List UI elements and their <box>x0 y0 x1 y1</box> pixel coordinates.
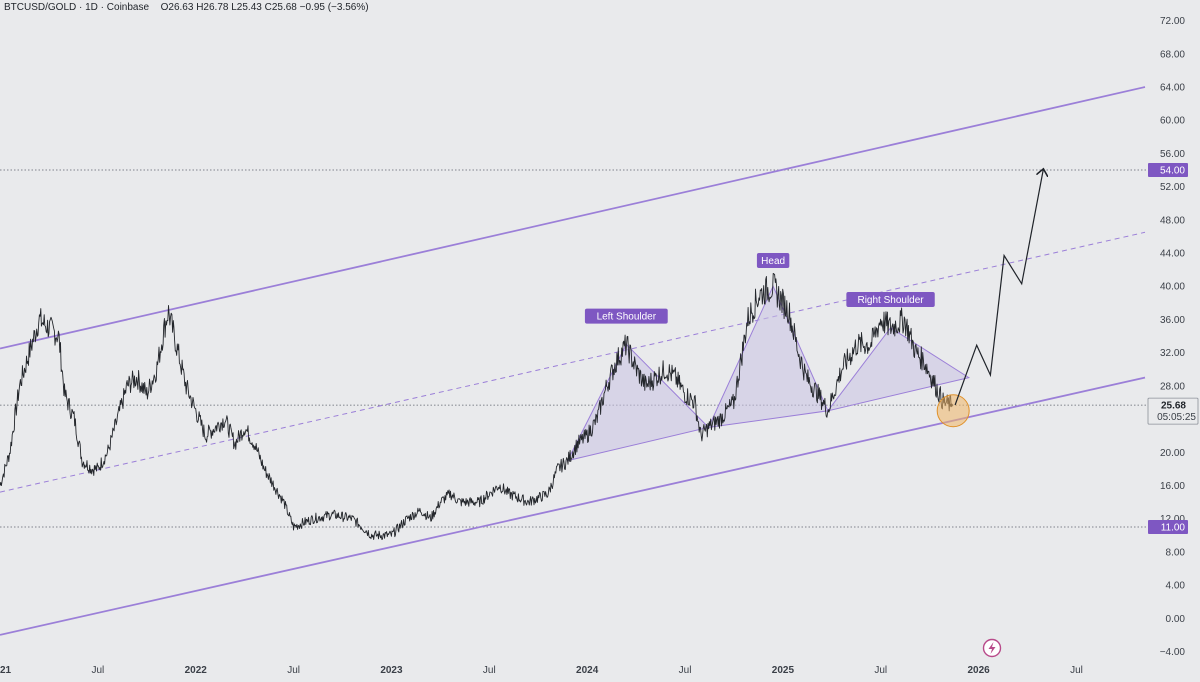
right-shoulder-label-bg <box>846 292 935 308</box>
channel-median-line[interactable] <box>0 231 1146 493</box>
open-value: O26.63 <box>160 2 194 13</box>
price-tick-label: 56.00 <box>1160 149 1185 160</box>
current-price-tag-bg <box>1147 397 1199 425</box>
current-price-text: 25.68 <box>1161 401 1186 412</box>
target-price-tag: 54.00 <box>1148 163 1188 178</box>
time-axis: 2021 Jul 2022 Jul 2023 Jul 2024 Jul 2025 Jul 2026 J… <box>0 665 1083 676</box>
left-shoulder-label-bg <box>584 308 668 324</box>
head-label: Head <box>756 252 790 268</box>
price-tick-label: 64.00 <box>1160 83 1185 94</box>
price-tick-label: 16.00 <box>1160 481 1185 492</box>
pattern-labels: Left Shoulder Head Right Shoulder <box>584 252 935 324</box>
price-tick-label: 72.00 <box>1160 16 1185 27</box>
head-and-shoulders-pattern[interactable] <box>566 284 971 462</box>
date-tick-label: 2022 <box>185 665 208 676</box>
right-shoulder-label: Right Shoulder <box>846 292 935 308</box>
price-tick-label: 4.00 <box>1166 581 1186 592</box>
support-price-tag-bg <box>1148 519 1188 534</box>
price-tick-label: 20.00 <box>1160 448 1185 459</box>
price-tick-label: 68.00 <box>1160 49 1185 60</box>
channel-upper-line[interactable] <box>0 86 1146 350</box>
head-label-bg <box>756 252 790 268</box>
date-tick-label: 2026 <box>968 665 991 676</box>
price-tick-label: 12.00 <box>1160 514 1185 525</box>
projection-arrow[interactable] <box>954 170 1043 406</box>
date-tick-label: Jul <box>679 665 692 676</box>
price-tick-label: 44.00 <box>1160 249 1185 260</box>
left-shoulder-region[interactable] <box>566 343 710 462</box>
date-tick-label: 2024 <box>576 665 599 676</box>
right-shoulder-label-text: Right Shoulder <box>857 295 924 306</box>
support-price-tag: 11.00 <box>1148 519 1188 534</box>
left-shoulder-label-text: Left Shoulder <box>597 312 657 323</box>
date-tick-label: Jul <box>287 665 300 676</box>
price-tick-label: 60.00 <box>1160 116 1185 127</box>
price-tick-label: 52.00 <box>1160 182 1185 193</box>
right-shoulder-region[interactable] <box>826 327 971 412</box>
date-tick-label: 2025 <box>772 665 795 676</box>
countdown-text: 05:05:25 <box>1157 412 1196 423</box>
date-tick-label: Jul <box>91 665 104 676</box>
date-tick-label: Jul <box>874 665 887 676</box>
price-tick-label: 40.00 <box>1160 282 1185 293</box>
date-tick-label: Jul <box>483 665 496 676</box>
high-value: H26.78 <box>196 2 229 13</box>
date-tick-label: 2023 <box>380 665 403 676</box>
date-tick-label: Jul <box>1070 665 1083 676</box>
price-series <box>0 272 970 541</box>
close-value: C25.68 <box>264 2 297 13</box>
symbol-info[interactable]: BTCUSD/GOLD · 1D · Coinbase <box>4 2 150 13</box>
support-highlight-circle[interactable] <box>936 394 970 428</box>
date-tick-label: 2021 <box>0 665 12 676</box>
low-value: L25.43 <box>231 2 262 13</box>
support-price-tag-text: 11.00 <box>1161 522 1186 533</box>
price-line <box>0 272 952 541</box>
target-price-tag-text: 54.00 <box>1160 166 1185 177</box>
price-axis-panel[interactable] <box>1147 0 1200 682</box>
price-tick-label: 8.00 <box>1166 547 1186 558</box>
price-tick-label: 36.00 <box>1160 315 1185 326</box>
price-tick-label: 28.00 <box>1160 381 1185 392</box>
target-price-tag-bg <box>1148 163 1188 178</box>
projection-path[interactable] <box>954 170 1043 406</box>
lightning-icon[interactable] <box>982 638 1002 658</box>
head-label-text: Head <box>761 256 785 267</box>
price-tick-label: 32.00 <box>1160 348 1185 359</box>
symbol-header: BTCUSD/GOLD · 1D · Coinbase O26.63 H26.7… <box>4 2 369 13</box>
change-value: −0.95 (−3.56%) <box>299 2 369 13</box>
price-tick-label: 48.00 <box>1160 215 1185 226</box>
price-tick-label: −4.00 <box>1160 647 1186 658</box>
left-shoulder-label: Left Shoulder <box>584 308 668 324</box>
price-tick-label: 0.00 <box>1166 614 1186 625</box>
